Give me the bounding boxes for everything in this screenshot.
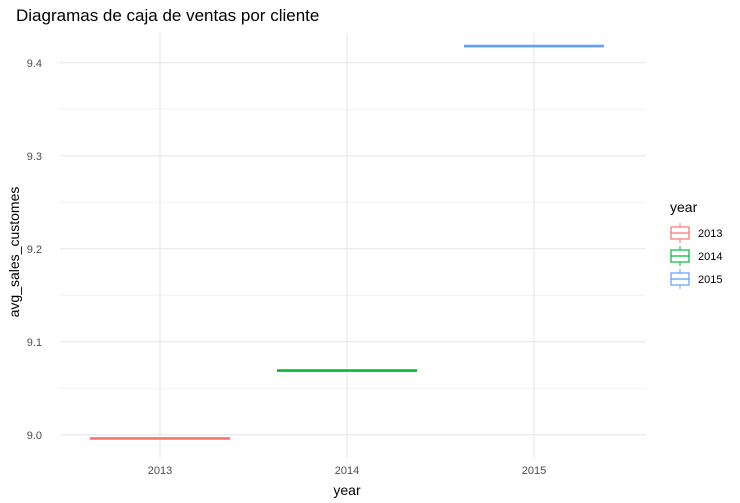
y-axis-label: avg_sales_customes xyxy=(6,187,22,318)
legend-label: 2014 xyxy=(698,251,722,263)
legend-items: 2013 2014 2015 xyxy=(670,223,722,289)
chart-title: Diagramas de caja de ventas por cliente xyxy=(16,6,319,25)
x-tick-label: 2013 xyxy=(148,465,172,477)
x-axis-ticks: 2013 2014 2015 xyxy=(148,465,546,477)
marks-layer xyxy=(90,44,604,440)
grid-layer xyxy=(60,33,646,458)
legend-label: 2015 xyxy=(698,274,722,286)
legend-label: 2013 xyxy=(698,228,722,240)
x-axis-label: year xyxy=(333,482,361,498)
legend-item-2014: 2014 xyxy=(670,246,722,266)
legend: year 2013 2014 2015 xyxy=(670,199,722,289)
x-tick-label: 2014 xyxy=(335,465,359,477)
x-tick-label: 2015 xyxy=(522,465,546,477)
y-tick-label: 9.1 xyxy=(27,337,42,349)
legend-item-2015: 2015 xyxy=(670,269,722,289)
plot-panel: 9.0 9.1 9.2 9.3 9.4 2013 2014 2015 xyxy=(27,33,646,477)
y-tick-label: 9.2 xyxy=(27,244,42,256)
legend-title: year xyxy=(670,199,698,215)
y-tick-label: 9.3 xyxy=(27,151,42,163)
y-tick-label: 9.0 xyxy=(27,430,42,442)
legend-item-2013: 2013 xyxy=(670,223,722,243)
y-tick-label: 9.4 xyxy=(27,58,42,70)
y-axis-ticks: 9.0 9.1 9.2 9.3 9.4 xyxy=(27,58,42,442)
